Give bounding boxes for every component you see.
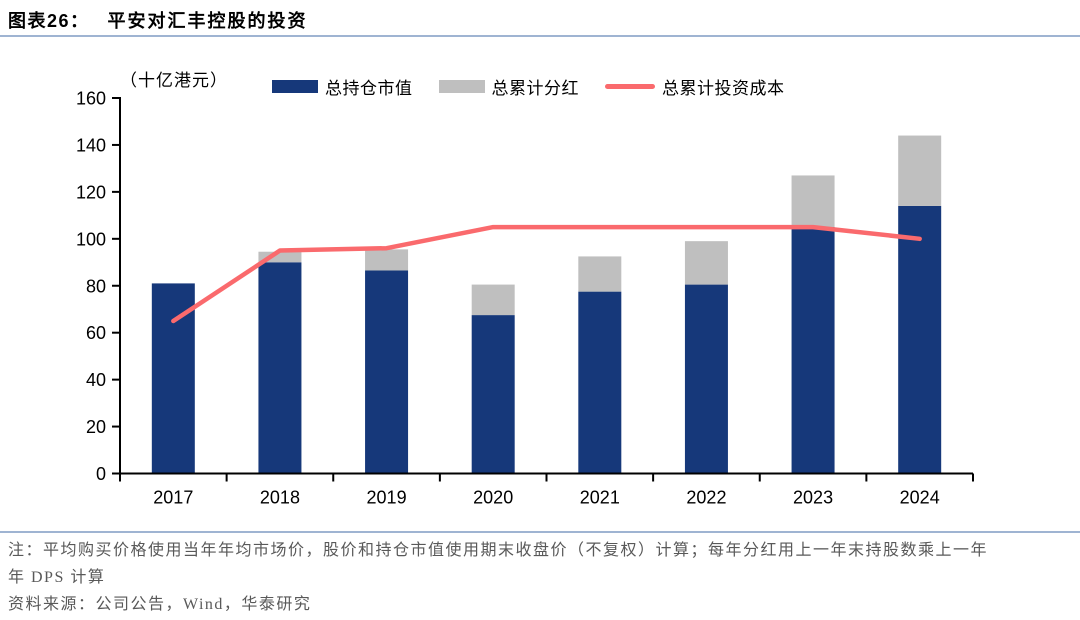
bar-segment-market-value (684, 284, 728, 473)
y-tick-label: 20 (86, 417, 106, 437)
legend-label: 总累计投资成本 (662, 79, 785, 98)
bar-segment-market-value (898, 205, 942, 473)
x-tick-label: 2018 (260, 488, 300, 508)
cost-trend-line (171, 224, 922, 324)
x-tick-label: 2021 (580, 488, 620, 508)
bar-segment-market-value (258, 262, 302, 473)
y-tick-label: 60 (86, 323, 106, 343)
legend-swatch-bar (438, 80, 485, 93)
legend-swatch-bar (272, 80, 318, 93)
y-tick-label: 0 (96, 464, 106, 484)
source-text: 资料来源：公司公告，Wind，华泰研究 (8, 596, 312, 613)
bar-segment-market-value (471, 315, 515, 473)
figure-header: 图表26： 平安对汇丰控股的投资 (8, 7, 308, 33)
x-tick-label: 2019 (367, 488, 407, 508)
legend-item-0: 总持仓市值 (272, 74, 413, 99)
y-tick-label: 160 (76, 89, 106, 109)
legend-swatch-line (605, 84, 655, 89)
bar-segment-market-value (791, 227, 835, 473)
x-tick-label: 2022 (686, 488, 726, 508)
title-divider (0, 35, 1080, 37)
y-tick-label: 120 (76, 182, 106, 202)
y-tick-label: 140 (76, 135, 106, 155)
y-tick-label: 40 (86, 370, 106, 390)
bar-segment-market-value (151, 283, 195, 473)
footer-divider (0, 531, 1080, 533)
x-tick-label: 2020 (473, 488, 513, 508)
bar-segment-dividend (578, 256, 622, 292)
legend-label: 总累计分红 (491, 79, 579, 98)
legend-item-1: 总累计分红 (438, 74, 580, 99)
legend-item-2: 总累计投资成本 (605, 74, 785, 99)
x-tick-label: 2017 (153, 488, 193, 508)
figure-notes: 注：平均购买价格使用当年年均市场价，股价和持仓市值使用期末收盘价（不复权）计算；… (8, 537, 1058, 618)
axis-unit-label: （十亿港元） (120, 71, 228, 90)
legend-label: 总持仓市值 (325, 79, 413, 98)
bar-segment-dividend (898, 135, 942, 206)
bar-segment-dividend (365, 249, 409, 271)
y-tick-label: 100 (76, 229, 106, 249)
bar-segment-dividend (791, 175, 835, 228)
x-tick-label: 2024 (900, 488, 940, 508)
x-tick-label: 2023 (793, 488, 833, 508)
note-text-continued: 年 DPS 计算 (8, 569, 106, 586)
figure-title: 平安对汇丰控股的投资 (107, 11, 308, 31)
bar-segment-market-value (578, 291, 622, 473)
chart-legend: 总持仓市值 总累计分红 总累计投资成本 (272, 74, 811, 99)
bar-segment-market-value (365, 270, 409, 473)
bar-segment-dividend (471, 284, 515, 316)
note-text: 注：平均购买价格使用当年年均市场价，股价和持仓市值使用期末收盘价（不复权）计算；… (8, 542, 989, 559)
y-tick-label: 80 (86, 276, 106, 296)
bar-segment-dividend (258, 251, 302, 263)
figure-number-label: 图表26： (8, 11, 90, 31)
bar-segment-dividend (684, 241, 728, 285)
